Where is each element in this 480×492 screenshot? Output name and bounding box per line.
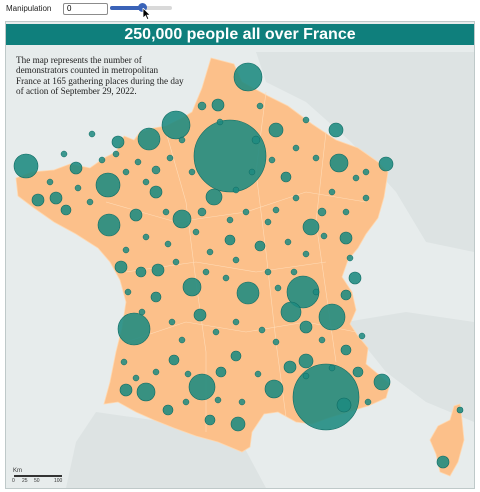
circle-marseille — [292, 363, 360, 431]
circle-avignon — [298, 353, 314, 369]
scale-bar: Km 0 25 50 100 — [12, 468, 72, 486]
mouse-cursor-icon — [142, 8, 152, 20]
circle-strasbourg — [378, 156, 394, 172]
france-map — [6, 22, 474, 488]
circle-perpignan — [230, 416, 246, 432]
circle-le-havre — [137, 127, 161, 151]
circle-digne — [352, 366, 364, 378]
circle-la-rochelle — [114, 260, 128, 274]
scale-line — [14, 475, 62, 477]
scale-unit: Km — [13, 468, 22, 474]
circle-nancy — [329, 153, 349, 173]
scale-tick-100: 100 — [54, 478, 63, 484]
france-mainland — [15, 57, 391, 453]
circle-poitiers — [151, 263, 165, 277]
slider-fill — [110, 6, 143, 10]
circle-saint-etienne — [280, 301, 302, 323]
circle-troyes — [280, 171, 292, 183]
circle-valence — [299, 320, 313, 334]
small-circles — [46, 101, 372, 406]
scale-tick-0: 0 — [12, 478, 15, 484]
circle-lorient — [49, 191, 63, 205]
circle-orleans — [205, 188, 223, 206]
circle-agen — [168, 354, 180, 366]
circle-tarbes — [162, 404, 174, 416]
manipulation-input[interactable] — [63, 3, 108, 15]
manipulation-slider[interactable] — [110, 3, 172, 12]
circle-saint-brieuc — [69, 161, 83, 175]
circle-paris — [193, 119, 267, 193]
circle-niort — [135, 266, 147, 278]
circle-nice — [373, 373, 391, 391]
circle-montpellier — [264, 379, 284, 399]
scale-tick-50: 50 — [34, 478, 40, 484]
circle-limoges — [182, 277, 202, 297]
circle-le-mans — [149, 185, 163, 199]
circle-brive — [193, 308, 207, 322]
circle-vannes — [60, 204, 72, 216]
circle-bourges — [224, 234, 236, 246]
circle-dijon — [302, 218, 320, 236]
circle-bayonne — [119, 383, 133, 397]
map-panel: 250,000 people all over France The map r… — [5, 21, 475, 489]
circle-angouleme — [150, 291, 162, 303]
circle-amiens — [211, 98, 225, 112]
circle-nimes — [283, 360, 297, 374]
circle-quimper — [31, 193, 45, 207]
circle-reims — [268, 122, 284, 138]
circle-besancon — [339, 231, 353, 245]
circle-toulon — [336, 397, 352, 413]
circle-bastia — [456, 406, 464, 414]
circle-brest — [13, 153, 39, 179]
controls-bar: Manipulation — [0, 0, 480, 20]
circle-foix — [204, 414, 216, 426]
circle-albi — [215, 366, 227, 378]
circle-tours — [172, 209, 192, 229]
circle-bordeaux — [117, 312, 151, 346]
map-title: 250,000 people all over France — [6, 24, 474, 45]
circle-angers — [129, 208, 143, 222]
circle-nevers — [254, 240, 266, 252]
circle-ajaccio — [436, 455, 450, 469]
scale-tick-25: 25 — [22, 478, 28, 484]
map-description: The map represents the number of demonst… — [16, 55, 184, 97]
circle-gap — [340, 344, 352, 356]
circle-annecy — [348, 271, 362, 285]
gathering-circles — [13, 62, 464, 469]
circle-nantes — [97, 213, 121, 237]
circle-caen — [111, 135, 125, 149]
circle-rodez — [230, 350, 242, 362]
circle-toulouse — [188, 373, 216, 401]
manipulation-label: Manipulation — [6, 4, 52, 13]
circle-rennes — [95, 172, 121, 198]
circle-metz — [328, 122, 344, 138]
circle-chambery — [340, 289, 352, 301]
circle-lille — [233, 62, 263, 92]
circle-rouen — [161, 110, 191, 140]
circle-pau — [136, 382, 156, 402]
circle-clermont — [236, 281, 260, 305]
circle-grenoble — [318, 303, 346, 331]
